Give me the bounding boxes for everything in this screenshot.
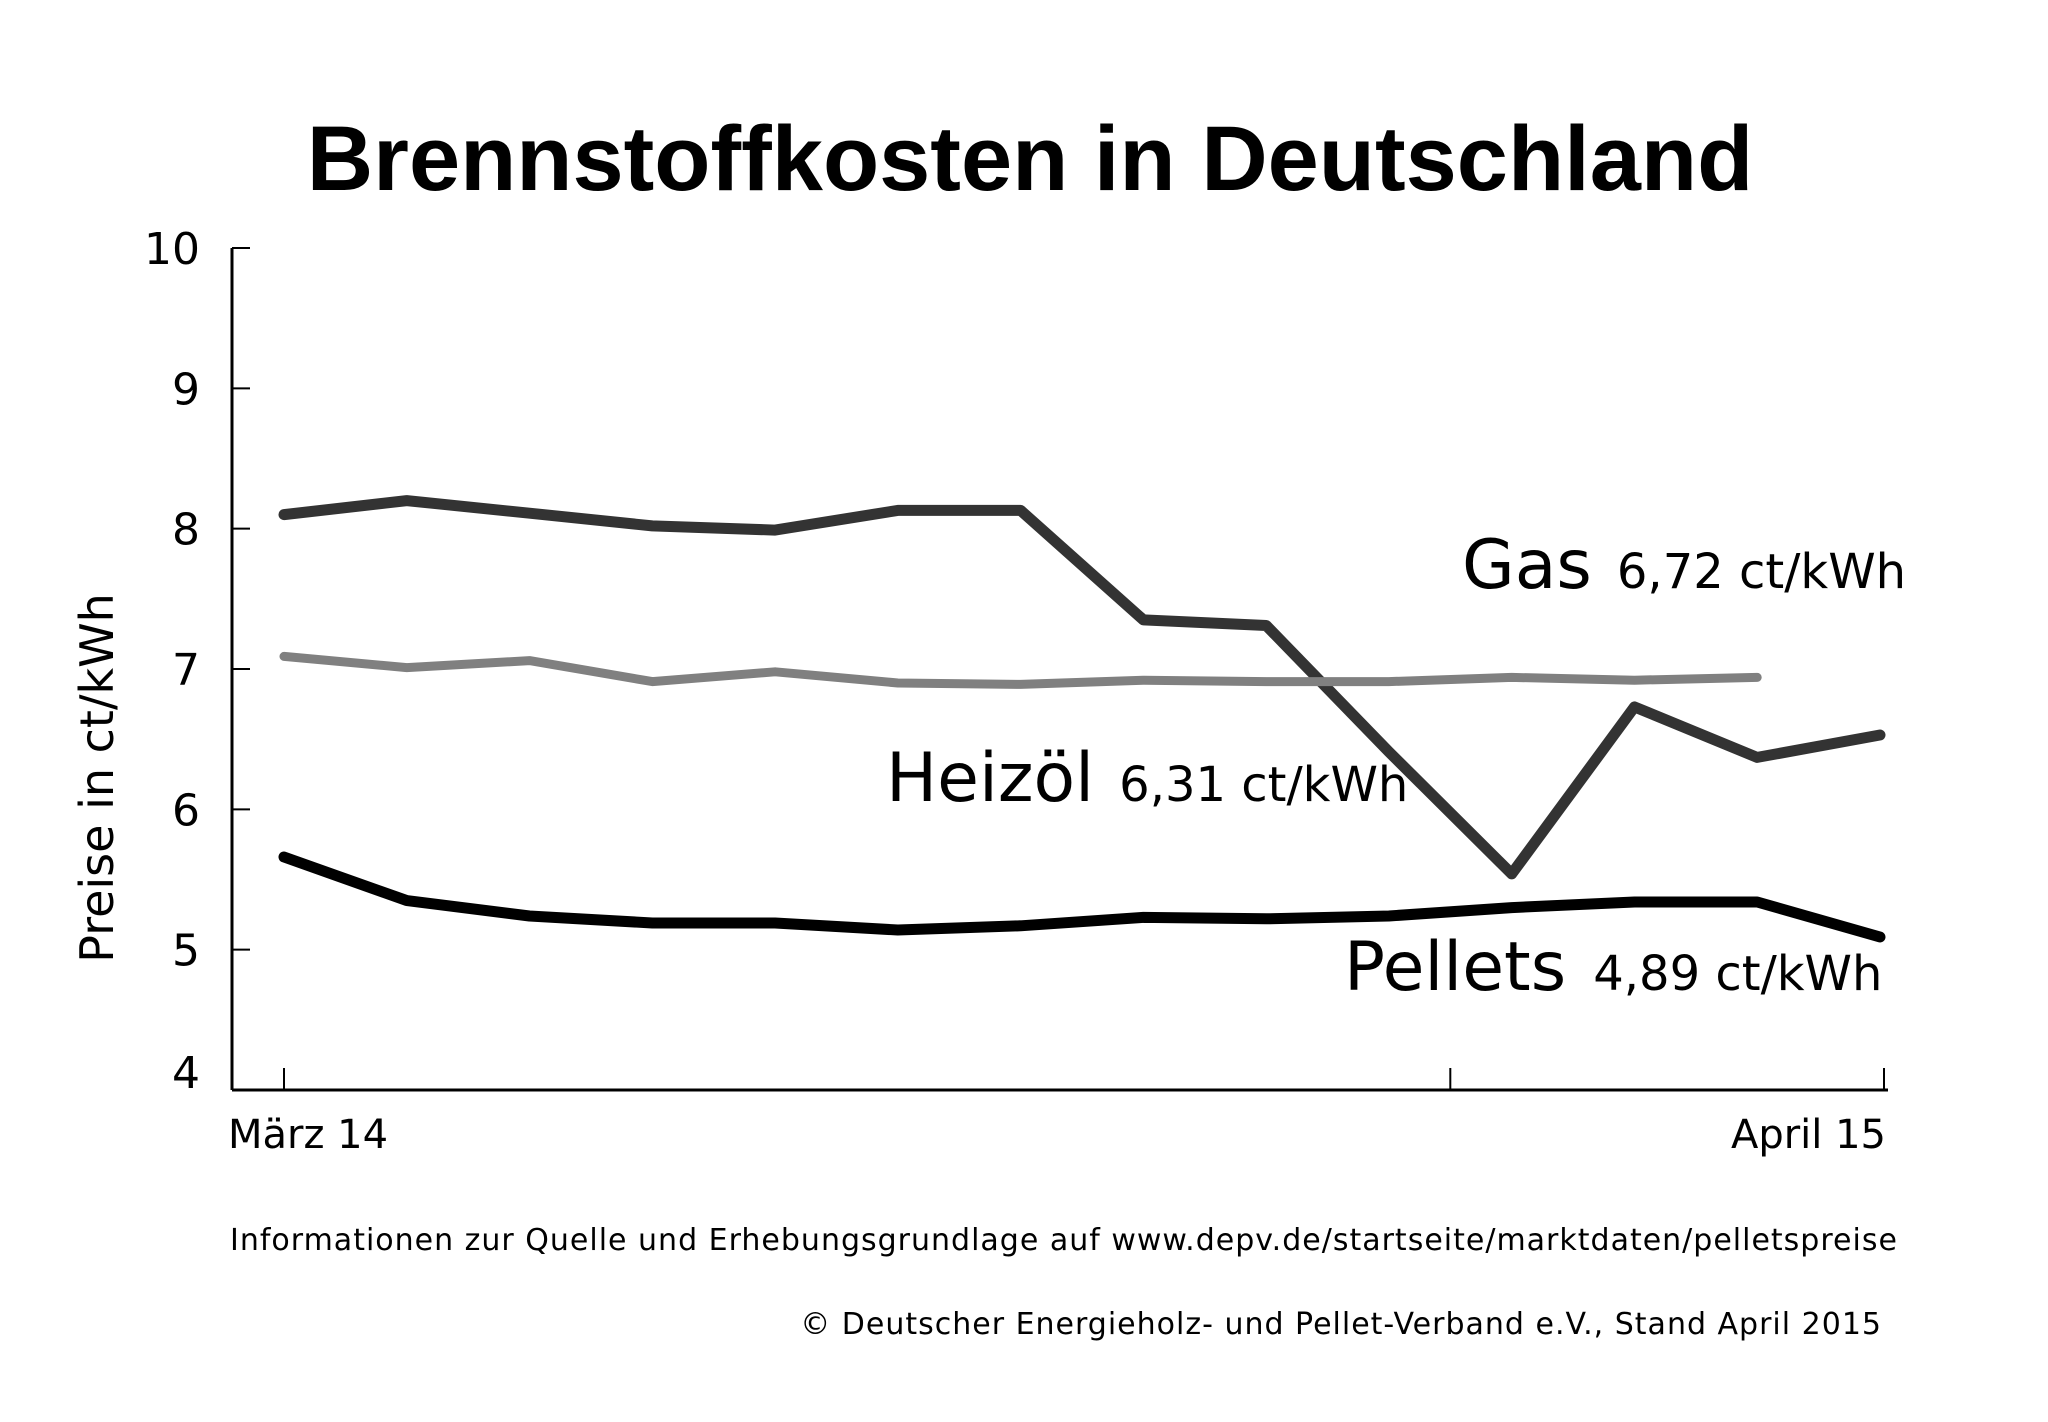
series-line-pellets [278, 851, 1886, 943]
footnote-source: Informationen zur Quelle und Erhebungsgr… [230, 1223, 1898, 1258]
y-tick-label: 8 [172, 505, 200, 556]
y-tick-label: 9 [172, 364, 200, 415]
series-name-heizoel: Heizöl [886, 739, 1094, 818]
chart-title: Brennstoffkosten in Deutschland [307, 108, 1754, 210]
series-line-gas [279, 651, 1762, 689]
series-lines [278, 495, 1886, 943]
y-ticks: 4 5 6 7 8 9 10 [144, 224, 250, 1099]
series-value-heizoel: 6,31 ct/kWh [1119, 757, 1408, 813]
series-value-pellets: 4,89 ct/kWh [1593, 946, 1882, 1002]
y-tick-label: 10 [144, 224, 200, 275]
series-value-gas: 6,72 ct/kWh [1617, 544, 1906, 600]
x-tick-label-last: April 15 [1731, 1112, 1886, 1158]
x-ticks [283, 1068, 1885, 1090]
y-tick-label: 6 [172, 785, 200, 836]
svg-text:Gas 6,72 ct/kWh: Gas 6,72 ct/kWh [1462, 526, 1906, 605]
y-axis-label: Preise in ct/kWh [70, 593, 124, 962]
series-name-pellets: Pellets [1344, 928, 1566, 1007]
label-gas: Gas 6,72 ct/kWh [1462, 526, 1906, 605]
x-tick-label-first: März 14 [228, 1112, 388, 1158]
y-tick-label: 5 [172, 926, 200, 977]
series-line-heizoel [278, 495, 1886, 880]
series-name-gas: Gas [1462, 526, 1592, 605]
label-pellets: Pellets 4,89 ct/kWh [1344, 928, 1882, 1007]
svg-text:Heizöl 6,31 ct/kWh: Heizöl 6,31 ct/kWh [886, 739, 1408, 818]
label-heizoel: Heizöl 6,31 ct/kWh [886, 739, 1408, 818]
footnote-copyright: © Deutscher Energieholz- und Pellet-Verb… [800, 1307, 1882, 1342]
y-tick-label: 4 [172, 1048, 200, 1099]
y-tick-label: 7 [172, 645, 200, 696]
svg-text:Pellets 4,89 ct/kWh: Pellets 4,89 ct/kWh [1344, 928, 1882, 1007]
